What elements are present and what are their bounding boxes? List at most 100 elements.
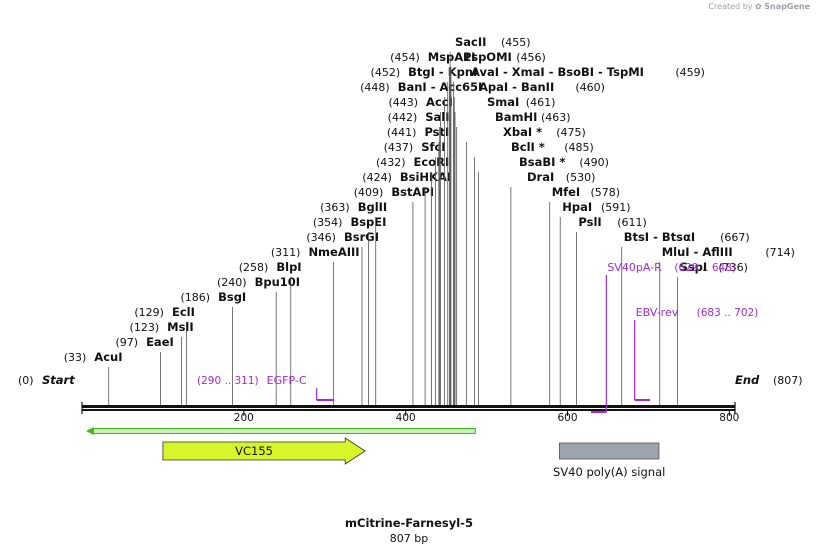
site-smai: SmaI (487, 95, 519, 109)
site-bsgi: BsgI (218, 290, 246, 304)
site-position-sfci: (437) (384, 141, 414, 154)
site-position-ecori: (432) (376, 156, 406, 169)
site-position-bani-acc65i: (448) (360, 81, 390, 94)
site-bcli: BclI * (511, 140, 545, 154)
site-mfei: MfeI (552, 185, 581, 199)
site-mlui-afliii: MluI - AflIII (662, 245, 733, 259)
site-position-mspa1i: (454) (390, 51, 420, 64)
feature-sv40-poly-a-signal[interactable] (559, 442, 660, 460)
site-bani-acc65i: BanI - Acc65I (398, 80, 483, 94)
site-position-nmeaiii: (311) (271, 246, 301, 259)
site-sfci: SfcI (421, 140, 445, 154)
site-bsrgi: BsrGI (344, 230, 379, 244)
site-sspi: SspI (680, 260, 708, 274)
site-position-mfei: (578) (591, 186, 621, 199)
site-ecli: EclI (172, 305, 195, 319)
sequence-length: 807 bp (390, 532, 428, 545)
primer-ebv-rev: EBV-rev (636, 306, 679, 319)
site-bsabi: BsaBI * (519, 155, 565, 169)
site-position-sali: (442) (388, 111, 418, 124)
site-bsihkai: BsiHKAI (400, 170, 451, 184)
site-position-msli: (123) (130, 321, 160, 334)
site-sacii: SacII (455, 35, 486, 49)
start-position: (0) (18, 374, 34, 387)
site-position-pspomi: (456) (516, 51, 546, 64)
site-xbai: XbaI * (503, 125, 542, 139)
site-bspei: BspEI (350, 215, 386, 229)
site-psli: PslI (578, 215, 601, 229)
orf-bar (91, 428, 476, 434)
start-label: Start (42, 373, 75, 387)
site-ecori: EcoRI (414, 155, 450, 169)
primer-range-sv40pa-r: (629 .. 648) (674, 262, 736, 274)
credit-brand: SnapGene (764, 2, 810, 11)
feature-label-vc155: VC155 (235, 444, 273, 458)
credit-prefix: Created by (708, 2, 753, 11)
site-nmeaiii: NmeAIII (308, 245, 359, 259)
site-btsi-bts-i: BtsI - BtsαI (624, 230, 695, 244)
site-position-smai: (461) (526, 96, 556, 109)
site-psti: PstI (424, 125, 449, 139)
feature-label-sv40-poly-a-signal: SV40 poly(A) signal (553, 465, 665, 479)
site-drai: DraI (527, 170, 554, 184)
site-position-bpu10i: (240) (217, 276, 247, 289)
site-position-apai-banii: (460) (575, 81, 605, 94)
site-position-bspei: (354) (313, 216, 343, 229)
site-apai-banii: ApaI - BanII (479, 80, 554, 94)
axis-tick-label: 200 (234, 412, 254, 424)
site-position-psti: (441) (387, 126, 417, 139)
primer-egfp-c: EGFP-C (267, 374, 307, 387)
site-position-sacii: (455) (501, 36, 531, 49)
backbone-bottom-strand (82, 409, 735, 411)
site-msli: MslI (167, 320, 194, 334)
site-blpi: BlpI (276, 260, 301, 274)
site-pspomi: PspOMI (463, 50, 512, 64)
credit-label: Created by ✿ SnapGene (708, 2, 810, 11)
site-mspa1i: MspA1I (428, 50, 476, 64)
site-position-bstapi: (409) (354, 186, 384, 199)
primer-range-egfp-c: (290 .. 311) (197, 375, 259, 387)
primer-range-ebv-rev: (683 .. 702) (697, 307, 759, 319)
site-position-acui: (33) (64, 351, 87, 364)
feature-vc155[interactable] (162, 437, 366, 465)
site-position-btgi-kpni: (452) (371, 66, 401, 79)
site-position-acci: (443) (388, 96, 418, 109)
site-btgi-kpni: BtgI - KpnI (408, 65, 477, 79)
site-position-mlui-afliii: (714) (765, 246, 795, 259)
site-position-bsabi: (490) (579, 156, 609, 169)
axis-tick-label: 600 (557, 412, 577, 424)
site-bamhi: BamHI (495, 110, 537, 124)
axis-tick-label: 800 (719, 412, 739, 424)
site-position-btsi-bts-i: (667) (720, 231, 750, 244)
axis-tick-label: 400 (396, 412, 416, 424)
site-sali: SalI (425, 110, 449, 124)
end-label: End (735, 373, 760, 387)
site-position-ecli: (129) (134, 306, 164, 319)
site-position-drai: (530) (566, 171, 596, 184)
site-position-blpi: (258) (239, 261, 269, 274)
site-position-bcli: (485) (564, 141, 594, 154)
site-position-bglii: (363) (320, 201, 350, 214)
site-position-eaei: (97) (115, 336, 138, 349)
site-acci: AccI (426, 95, 453, 109)
site-position-bsrgi: (346) (306, 231, 336, 244)
snapgene-logo-icon: ✿ (755, 2, 762, 11)
site-position-bamhi: (463) (541, 111, 571, 124)
site-bpu10i: Bpu10I (255, 275, 300, 289)
site-bglii: BglII (358, 200, 388, 214)
end-position: (807) (773, 374, 803, 387)
primer-sv40pa-r: SV40pA-R (607, 261, 662, 274)
orf-arrowhead (86, 427, 94, 435)
site-position-sspi: (736) (718, 261, 748, 274)
site-position-hpai: (591) (601, 201, 631, 214)
site-position-bsgi: (186) (181, 291, 211, 304)
site-position-avai-xmai-bsobi-tspmi: (459) (675, 66, 705, 79)
site-position-psli: (611) (617, 216, 647, 229)
site-position-bsihkai: (424) (362, 171, 392, 184)
backbone-top-strand (82, 405, 735, 408)
site-hpai: HpaI (562, 200, 592, 214)
site-eaei: EaeI (146, 335, 174, 349)
site-position-xbai: (475) (556, 126, 586, 139)
